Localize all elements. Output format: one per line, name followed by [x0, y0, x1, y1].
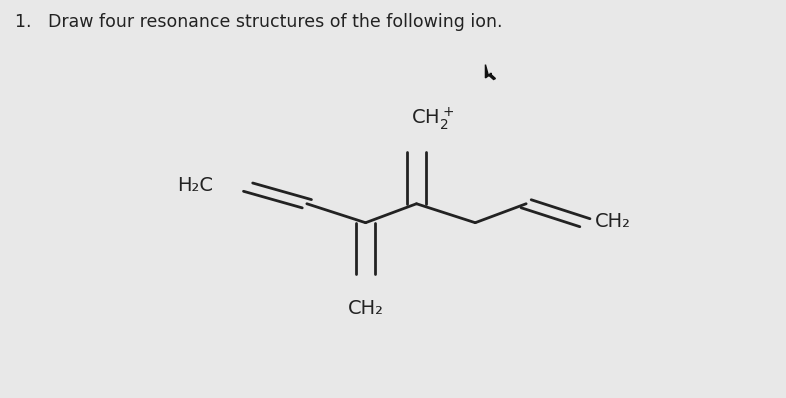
Text: 1.   Draw four resonance structures of the following ion.: 1. Draw four resonance structures of the… — [16, 13, 503, 31]
Text: CH₂: CH₂ — [595, 212, 631, 231]
Text: CH$_2^+$: CH$_2^+$ — [411, 105, 454, 132]
Text: CH₂: CH₂ — [347, 298, 384, 318]
Polygon shape — [486, 64, 495, 80]
Text: H₂C: H₂C — [177, 176, 213, 195]
